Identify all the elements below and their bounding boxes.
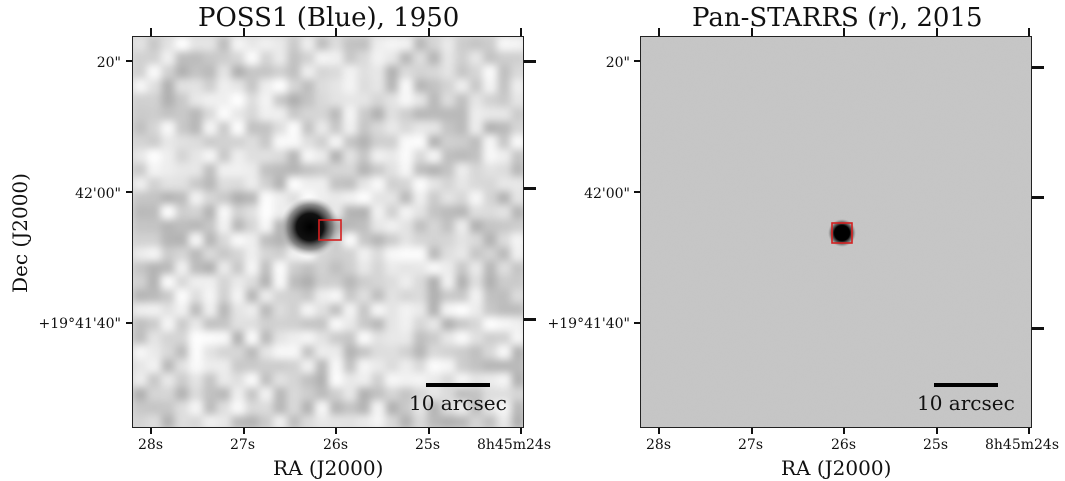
poss1-panel: POSS1 (Blue), 1950 10 arcsec bbox=[38, 3, 551, 480]
ra-tick-label: 27s bbox=[230, 437, 255, 453]
dec-tick-label: 42'00" bbox=[75, 186, 121, 202]
dec-tick-label: +19°41'40" bbox=[38, 316, 121, 332]
ra-tick-label: 25s bbox=[415, 437, 440, 453]
expected-position-box bbox=[318, 219, 342, 241]
dec-tick-label: 42'00" bbox=[584, 186, 630, 202]
ra-tick-label: 25s bbox=[923, 437, 948, 453]
ra-axis-label: RA (J2000) bbox=[273, 456, 384, 480]
star-source bbox=[828, 219, 856, 247]
dec-tick-label: 20" bbox=[96, 55, 121, 71]
ra-axis-label: RA (J2000) bbox=[781, 456, 892, 480]
dec-tick-label: +19°41'40" bbox=[547, 316, 630, 332]
panstarrs-panel: Pan-STARRS (r), 2015 10 arcsec bbox=[540, 0, 1065, 481]
dec-tick-label: 20" bbox=[605, 55, 630, 71]
poss1-sky-image bbox=[133, 37, 523, 427]
panel-title: POSS1 (Blue), 1950 bbox=[198, 3, 460, 33]
star-source bbox=[280, 197, 340, 257]
panstarrs-sky-image bbox=[641, 37, 1031, 427]
scale-bar-label: 10 arcsec bbox=[409, 391, 507, 415]
ra-tick-label: 26s bbox=[831, 437, 856, 453]
ra-tick-label: 8h45m24s bbox=[985, 437, 1060, 453]
panel-title: Pan-STARRS (r), 2015 bbox=[692, 3, 983, 33]
scale-bar bbox=[426, 383, 490, 387]
ra-tick-label: 28s bbox=[138, 437, 163, 453]
poss1-image: 10 arcsec bbox=[132, 36, 524, 428]
ra-tick-label: 26s bbox=[323, 437, 348, 453]
scale-bar-label: 10 arcsec bbox=[917, 391, 1015, 415]
panstarrs-image: 10 arcsec bbox=[640, 36, 1032, 428]
ra-tick-label: 27s bbox=[738, 437, 763, 453]
expected-position-box bbox=[831, 222, 853, 244]
scale-bar bbox=[934, 383, 998, 387]
ra-tick-label: 8h45m24s bbox=[477, 437, 552, 453]
ra-tick-label: 28s bbox=[646, 437, 671, 453]
